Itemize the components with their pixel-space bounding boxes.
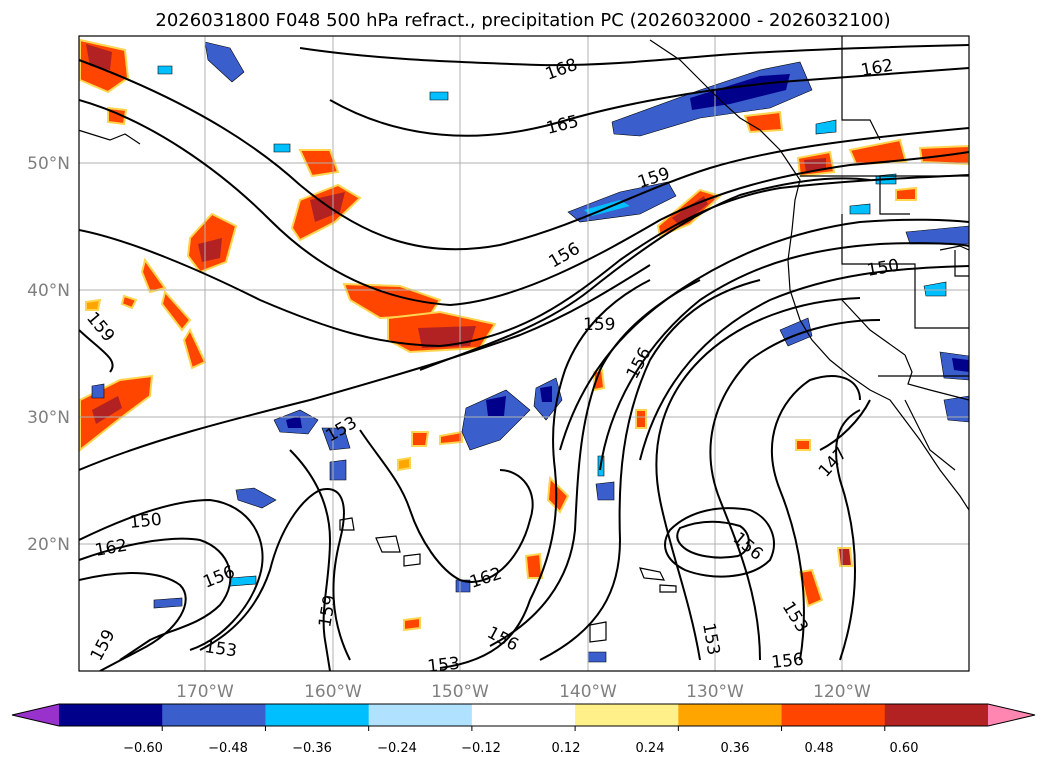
colorbar-tick-label: 0.36 — [721, 741, 750, 756]
colorbar-block — [884, 704, 989, 726]
lat-tick-label: 20°N — [27, 535, 70, 555]
lon-tick-label: 130°W — [686, 682, 744, 702]
lat-axis: 50°N 40°N 30°N 20°N — [27, 154, 70, 555]
colorbar: −0.60 −0.48 −0.36 −0.24 −0.12 0.12 0.24 … — [11, 703, 1036, 756]
colorbar-tick-label: −0.60 — [123, 741, 163, 756]
lat-tick-label: 40°N — [27, 281, 70, 301]
height-contours — [79, 44, 969, 671]
map-frame — [78, 35, 970, 672]
contour-label: 153 — [203, 637, 238, 661]
colorbar-block — [265, 704, 370, 726]
lat-tick-label: 50°N — [27, 154, 70, 174]
colorbar-block — [781, 704, 886, 726]
contour-label: 153 — [426, 654, 460, 677]
colorbar-tick-label: −0.36 — [292, 741, 332, 756]
colorbar-tick-label: −0.12 — [461, 741, 501, 756]
lon-tick-label: 150°W — [431, 682, 489, 702]
map-panel: 168 165 162 159 156 159 156 150 159 153 … — [78, 35, 970, 677]
colorbar-tick-labels: −0.60 −0.48 −0.36 −0.24 −0.12 0.12 0.24 … — [123, 741, 918, 756]
colorbar-tick-label: 0.60 — [890, 741, 919, 756]
colorbar-extend-low — [12, 704, 59, 726]
lon-tick-label: 160°W — [304, 682, 362, 702]
negative-anomalies — [91, 41, 969, 663]
colorbar-blocks — [11, 703, 1036, 731]
colorbar-block — [368, 704, 473, 726]
colorbar-tick-label: 0.48 — [805, 741, 834, 756]
lon-tick-label: 120°W — [813, 682, 871, 702]
colorbar-block — [59, 704, 163, 726]
colorbar-block — [575, 704, 679, 726]
contour-label: 159 — [583, 315, 615, 335]
contour-label: 150 — [128, 510, 162, 533]
colorbar-tick-label: −0.24 — [377, 741, 417, 756]
lon-tick-label: 170°W — [176, 682, 234, 702]
colorbar-tick-label: −0.48 — [208, 741, 248, 756]
contour-label: 156 — [770, 650, 804, 673]
colorbar-block — [678, 704, 783, 726]
colorbar-block — [162, 704, 266, 726]
colorbar-tick-label: 0.12 — [552, 741, 581, 756]
colorbar-tick-label: 0.24 — [636, 741, 665, 756]
lon-tick-label: 140°W — [559, 682, 617, 702]
gridlines — [79, 36, 969, 671]
lon-axis: 170°W 160°W 150°W 140°W 130°W 120°W — [176, 682, 871, 702]
colorbar-extend-high — [988, 704, 1035, 726]
lat-tick-label: 30°N — [27, 408, 70, 428]
map-title: 2026031800 F048 500 hPa refract., precip… — [155, 10, 890, 31]
colorbar-block — [471, 704, 576, 726]
colorbar-outline — [11, 703, 1036, 727]
